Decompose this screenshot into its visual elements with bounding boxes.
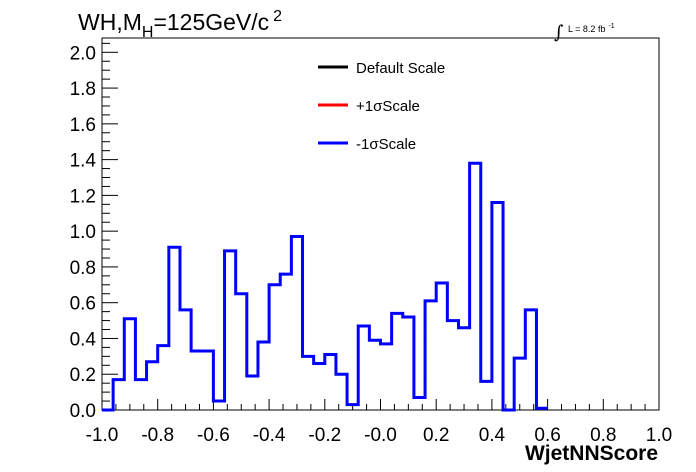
title-main: WH,M: [78, 9, 142, 35]
x-tick-label: -0.6: [197, 425, 230, 446]
legend-label: -1σScale: [356, 136, 416, 153]
chart-title: WH,MH=125GeV/c 2: [78, 8, 282, 41]
integral-symbol: ∫: [554, 22, 564, 43]
title-rest: =125GeV/c: [153, 9, 269, 35]
legend-label: Default Scale: [356, 60, 445, 77]
x-tick-label: -0.0: [364, 425, 397, 446]
y-tick-label: 0.8: [70, 258, 96, 279]
x-axis-label: WjetNNScore: [525, 442, 658, 465]
y-tick-label: 1.8: [70, 79, 96, 100]
axes: -1.0 -0.8 -0.6 -0.4 -0.2 -0.0 0.2 0.4 0.6 0.8 1.0 0…: [70, 42, 672, 446]
lumi-text: L = 8.2 fb: [568, 24, 605, 34]
luminosity-label: ∫ L = 8.2 fb -1: [554, 22, 615, 43]
series-line: [102, 161, 548, 412]
y-tick-label: 2.0: [70, 43, 96, 64]
y-tick-label: 0.0: [70, 401, 96, 422]
x-tick-label: -0.2: [308, 425, 341, 446]
x-tick-label: 0.2: [423, 425, 449, 446]
legend: Default Scale +1σScale -1σScale: [318, 60, 445, 153]
lumi-superscript: -1: [608, 23, 614, 30]
svg-text:WH,MH=125GeV/c2: WH,MH=125GeV/c 2: [78, 8, 282, 41]
x-tick-label: -0.4: [253, 425, 286, 446]
y-tick-label: 1.0: [70, 222, 96, 243]
title-subscript: H: [142, 24, 154, 41]
plot-frame: [101, 37, 660, 411]
x-tick-label: 0.8: [590, 425, 616, 446]
x-tick-label: 0.4: [479, 425, 506, 446]
y-tick-label: 1.4: [70, 151, 97, 172]
series-layer: [102, 161, 548, 412]
svg-text:L = 8.2 fb-1: L = 8.2 fb -1: [568, 23, 615, 34]
y-tick-label: 1.6: [70, 115, 96, 136]
y-tick-label: 0.6: [70, 294, 96, 315]
legend-label: +1σScale: [356, 98, 420, 115]
y-tick-label: 1.2: [70, 186, 96, 207]
title-superscript: 2: [273, 8, 282, 25]
x-tick-label: 0.6: [534, 425, 560, 446]
x-tick-label: -0.8: [141, 425, 174, 446]
x-tick-label: 1.0: [646, 425, 672, 446]
y-tick-label: 0.2: [70, 365, 96, 386]
y-tick-label: 0.4: [70, 329, 97, 350]
x-tick-label: -1.0: [86, 425, 119, 446]
